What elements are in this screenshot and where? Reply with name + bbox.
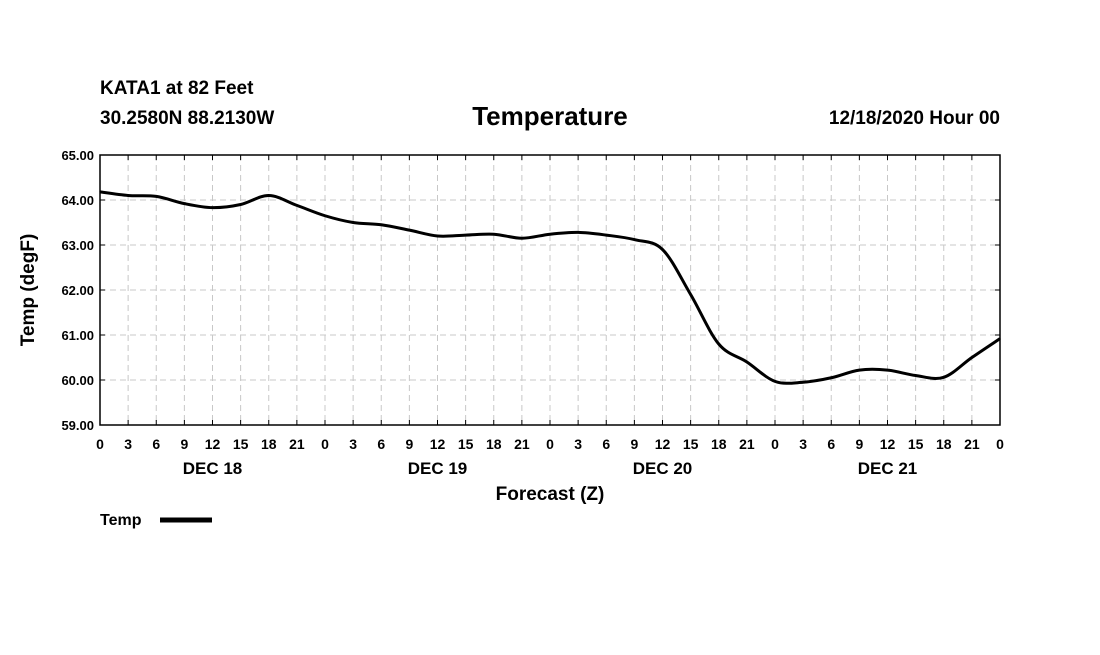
x-tick-label: 0 xyxy=(96,436,104,452)
x-tick-label: 9 xyxy=(405,436,413,452)
x-tick-label: 6 xyxy=(602,436,610,452)
x-tick-label: 12 xyxy=(205,436,221,452)
x-tick-label: 21 xyxy=(289,436,305,452)
y-axis-label: Temp (degF) xyxy=(18,234,39,347)
y-tick-label: 61.00 xyxy=(61,328,94,343)
data-point xyxy=(661,248,664,251)
x-tick-label: 9 xyxy=(855,436,863,452)
x-tick-label: 3 xyxy=(124,436,132,452)
data-point xyxy=(183,203,185,205)
data-point xyxy=(858,369,860,371)
data-point xyxy=(268,194,270,197)
data-point xyxy=(802,381,804,383)
x-tick-label: 21 xyxy=(964,436,980,452)
data-point xyxy=(915,374,917,377)
day-label: DEC 19 xyxy=(408,459,468,478)
data-point xyxy=(690,293,692,296)
data-point xyxy=(240,203,242,206)
data-point xyxy=(352,221,354,224)
data-point xyxy=(718,343,720,345)
day-labels: DEC 18 DEC 19 DEC 20 DEC 21 xyxy=(183,459,918,478)
x-tick-label: 0 xyxy=(546,436,554,452)
x-tick-label: 15 xyxy=(233,436,249,452)
x-tick-label: 0 xyxy=(996,436,1004,452)
x-tick-label: 6 xyxy=(377,436,385,452)
x-tick-label: 15 xyxy=(908,436,924,452)
x-tick-label: 9 xyxy=(630,436,638,452)
x-tick-label: 18 xyxy=(261,436,277,452)
day-label: DEC 18 xyxy=(183,459,243,478)
x-tick-label: 18 xyxy=(486,436,502,452)
data-point xyxy=(746,361,748,363)
data-point xyxy=(886,369,889,371)
day-label: DEC 20 xyxy=(633,459,693,478)
data-point xyxy=(943,376,945,378)
x-tick-label: 12 xyxy=(655,436,671,452)
x-tick-label: 6 xyxy=(152,436,160,452)
data-point xyxy=(324,215,326,217)
x-tick-label: 15 xyxy=(683,436,699,452)
y-tick-label: 65.00 xyxy=(61,148,94,163)
series-layer xyxy=(99,190,1001,385)
data-point xyxy=(605,234,607,236)
x-tick-label: 12 xyxy=(430,436,446,452)
x-tick-label: 3 xyxy=(349,436,357,452)
data-point xyxy=(971,356,973,359)
y-tick-label: 63.00 xyxy=(61,238,94,253)
data-point xyxy=(436,235,439,237)
data-point xyxy=(155,195,157,197)
data-point xyxy=(577,231,579,233)
x-tick-label: 21 xyxy=(514,436,530,452)
data-point xyxy=(465,234,467,236)
y-tick-labels: 59.00 60.00 61.00 62.00 63.00 64.00 65.00 xyxy=(61,148,94,433)
data-point xyxy=(549,233,551,235)
x-tick-label: 6 xyxy=(827,436,835,452)
data-point xyxy=(830,377,832,379)
x-tick-label: 9 xyxy=(180,436,188,452)
day-label: DEC 21 xyxy=(858,459,918,478)
plot-frame xyxy=(99,154,1001,426)
x-axis-label: Forecast (Z) xyxy=(496,484,605,505)
grid xyxy=(100,155,1000,425)
x-tick-label: 15 xyxy=(458,436,474,452)
data-point xyxy=(521,237,523,239)
coordinates-label: 30.2580N 88.2130W xyxy=(100,108,274,129)
data-point xyxy=(774,380,776,382)
y-tick-label: 62.00 xyxy=(61,283,94,298)
data-point xyxy=(211,207,214,209)
data-point xyxy=(296,204,298,206)
x-tick-label: 3 xyxy=(799,436,807,452)
x-tick-labels: 0 3 6 9 12 15 18 21 0 3 6 9 12 15 18 21 0 3 6 9 12 15 18 21 0 3 6 9… xyxy=(96,436,1004,452)
data-point xyxy=(380,224,382,226)
data-point xyxy=(127,194,129,197)
y-tick-label: 59.00 xyxy=(61,418,94,433)
data-point xyxy=(493,233,495,235)
run-time-label: 12/18/2020 Hour 00 xyxy=(829,108,1000,129)
y-tick-label: 60.00 xyxy=(61,373,94,388)
data-point xyxy=(633,239,635,241)
data-point xyxy=(408,229,410,231)
y-tick-label: 64.00 xyxy=(61,193,94,208)
x-tick-label: 0 xyxy=(771,436,779,452)
x-tick-label: 0 xyxy=(321,436,329,452)
x-tick-label: 18 xyxy=(936,436,952,452)
legend-label: Temp xyxy=(100,512,142,529)
x-tick-label: 12 xyxy=(880,436,896,452)
station-label: KATA1 at 82 Feet xyxy=(100,78,254,99)
x-tick-label: 21 xyxy=(739,436,755,452)
chart-title: Temperature xyxy=(472,101,628,131)
x-tick-label: 3 xyxy=(574,436,582,452)
x-tick-label: 18 xyxy=(711,436,727,452)
